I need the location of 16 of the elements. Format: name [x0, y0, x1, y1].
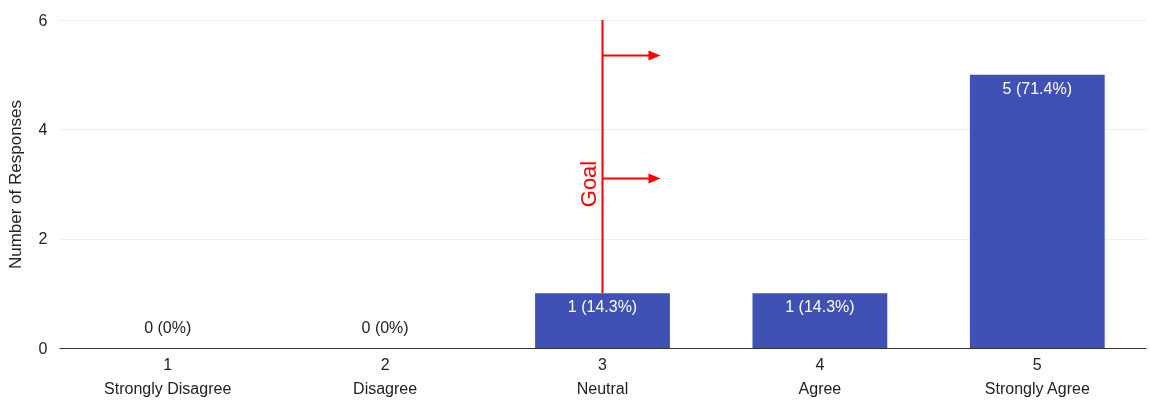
data-label: 0 (0%) [361, 319, 409, 336]
y-axis-title: Number of Responses [5, 99, 25, 270]
y-tick-label: 2 [38, 230, 48, 248]
y-tick-label: 4 [38, 120, 48, 138]
x-tick-label: 3 Neutral [576, 355, 629, 397]
x-tick-label: 1 Strongly Disagree [104, 355, 232, 397]
ref-line-label: Goal [575, 160, 601, 208]
x-tick-label: 5 Strongly Agree [984, 355, 1090, 397]
x-tick-label: 4 Agree [798, 355, 842, 397]
y-tick-label: 0 [38, 339, 48, 357]
data-label: 5 (71.4%) [1002, 79, 1072, 97]
y-tick-label: 6 [38, 11, 48, 29]
data-label: 0 (0%) [144, 319, 192, 336]
data-label: 1 (14.3%) [567, 298, 638, 316]
data-label: 1 (14.3%) [785, 298, 855, 316]
x-tick-label: 2 Disagree [353, 355, 418, 397]
